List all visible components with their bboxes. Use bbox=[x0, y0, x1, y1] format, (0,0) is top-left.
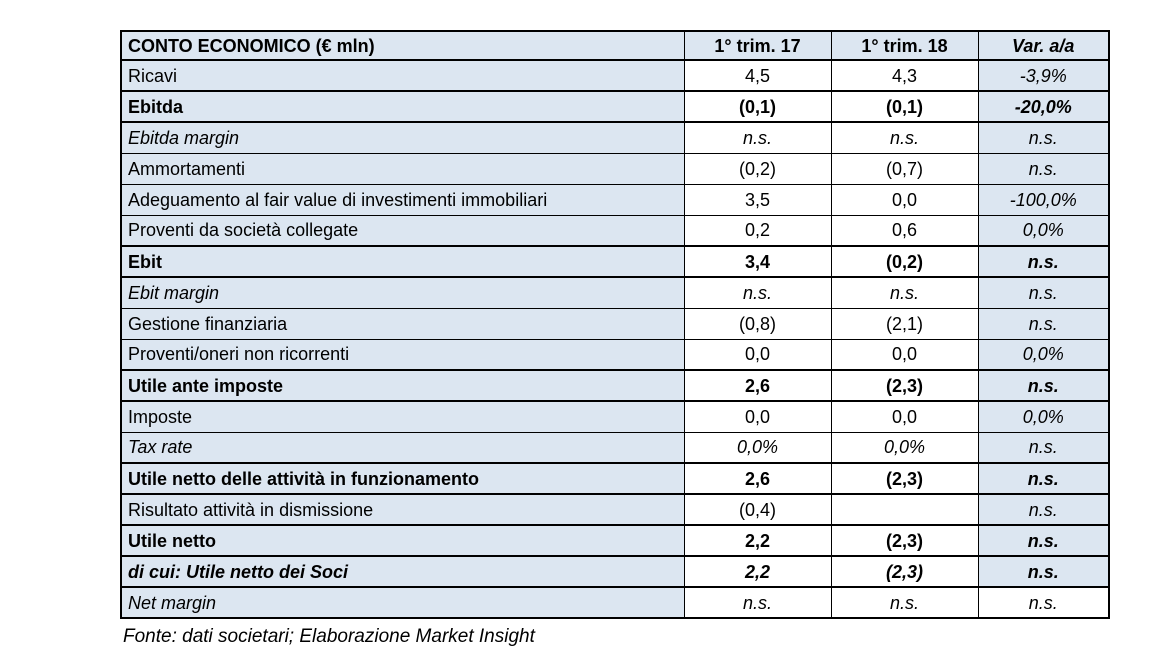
value-cell-q1-18: (0,2) bbox=[830, 245, 979, 278]
value-cell-var-yoy: 0,0% bbox=[977, 214, 1110, 247]
row-label-cell: Tax rate bbox=[120, 431, 685, 464]
value-cell-var-yoy: n.s. bbox=[977, 245, 1110, 278]
income-statement-figure: CONTO ECONOMICO (€ mln) 1° trim. 17 1° t… bbox=[120, 30, 1110, 648]
value-cell-q1-17: 4,5 bbox=[683, 59, 832, 92]
value-cell-var-yoy: n.s. bbox=[977, 369, 1110, 402]
value-cell-q1-18 bbox=[830, 493, 979, 526]
col-header-var-yoy: Var. a/a bbox=[977, 30, 1110, 61]
table-row: Gestione finanziaria (0,8) (2,1) n.s. bbox=[120, 307, 1110, 340]
income-statement-table: CONTO ECONOMICO (€ mln) 1° trim. 17 1° t… bbox=[120, 30, 1110, 619]
source-note: Fonte: dati societari; Elaborazione Mark… bbox=[123, 626, 535, 647]
row-label-cell: Utile netto delle attività in funzioname… bbox=[120, 462, 685, 495]
value-cell-var-yoy: 0,0% bbox=[977, 338, 1110, 371]
row-label-cell: Gestione finanziaria bbox=[120, 307, 685, 340]
value-cell-q1-17: (0,4) bbox=[683, 493, 832, 526]
table-row: Risultato attività in dismissione (0,4) n.… bbox=[120, 493, 1110, 526]
table-row: Ebitda (0,1) (0,1) -20,0% bbox=[120, 90, 1110, 123]
value-cell-q1-18: 0,6 bbox=[830, 214, 979, 247]
value-cell-var-yoy: n.s. bbox=[977, 276, 1110, 309]
table-row: Ebit 3,4 (0,2) n.s. bbox=[120, 245, 1110, 278]
table-row: Ammortamenti (0,2) (0,7) n.s. bbox=[120, 152, 1110, 185]
table-row: Ricavi 4,5 4,3 -3,9% bbox=[120, 59, 1110, 92]
value-cell-q1-18: (0,7) bbox=[830, 152, 979, 185]
row-label-cell: Ricavi bbox=[120, 59, 685, 92]
value-cell-q1-18: (2,3) bbox=[830, 462, 979, 495]
value-cell-var-yoy: n.s. bbox=[977, 121, 1110, 154]
value-cell-q1-18: 4,3 bbox=[830, 59, 979, 92]
table-row: Utile netto 2,2 (2,3) n.s. bbox=[120, 524, 1110, 557]
value-cell-q1-17: 0,0% bbox=[683, 431, 832, 464]
row-label-cell: Ebitda margin bbox=[120, 121, 685, 154]
value-cell-var-yoy: -100,0% bbox=[977, 183, 1110, 216]
table-row: Proventi/oneri non ricorrenti 0,0 0,0 0,0% bbox=[120, 338, 1110, 371]
table-row: di cui: Utile netto dei Soci 2,2 (2,3) n.s. bbox=[120, 555, 1110, 588]
value-cell-q1-18: 0,0 bbox=[830, 400, 979, 433]
value-cell-var-yoy: n.s. bbox=[977, 586, 1110, 619]
value-cell-q1-18: (2,1) bbox=[830, 307, 979, 340]
row-label-cell: Ebitda bbox=[120, 90, 685, 123]
value-cell-var-yoy: n.s. bbox=[977, 524, 1110, 557]
value-cell-q1-18: (2,3) bbox=[830, 524, 979, 557]
table-row: Net margin n.s. n.s. n.s. bbox=[120, 586, 1110, 619]
value-cell-q1-17: 3,5 bbox=[683, 183, 832, 216]
row-label-cell: Net margin bbox=[120, 586, 685, 619]
row-label-cell: di cui: Utile netto dei Soci bbox=[120, 555, 685, 588]
table-row: Imposte 0,0 0,0 0,0% bbox=[120, 400, 1110, 433]
table-row: Ebitda margin n.s. n.s. n.s. bbox=[120, 121, 1110, 154]
value-cell-q1-17: 2,6 bbox=[683, 462, 832, 495]
value-cell-var-yoy: n.s. bbox=[977, 152, 1110, 185]
row-label-cell: Adeguamento al fair value di investiment… bbox=[120, 183, 685, 216]
value-cell-q1-18: (2,3) bbox=[830, 369, 979, 402]
value-cell-q1-18: (2,3) bbox=[830, 555, 979, 588]
row-label-cell: Ebit bbox=[120, 245, 685, 278]
value-cell-q1-17: n.s. bbox=[683, 586, 832, 619]
table-row: Utile netto delle attività in funzioname… bbox=[120, 462, 1110, 495]
value-cell-var-yoy: n.s. bbox=[977, 555, 1110, 588]
col-header-q1-trim-18: 1° trim. 18 bbox=[830, 30, 979, 61]
table-body: Ricavi 4,5 4,3 -3,9% Ebitda (0,1) (0,1) -20,0% E… bbox=[120, 59, 1110, 619]
table-title: CONTO ECONOMICO (€ mln) bbox=[120, 30, 685, 61]
value-cell-q1-17: 0,0 bbox=[683, 400, 832, 433]
row-label-cell: Proventi/oneri non ricorrenti bbox=[120, 338, 685, 371]
value-cell-var-yoy: 0,0% bbox=[977, 400, 1110, 433]
value-cell-q1-17: (0,1) bbox=[683, 90, 832, 123]
table-header-row: CONTO ECONOMICO (€ mln) 1° trim. 17 1° t… bbox=[120, 30, 1110, 61]
table-row: Adeguamento al fair value di investiment… bbox=[120, 183, 1110, 216]
table-row: Ebit margin n.s. n.s. n.s. bbox=[120, 276, 1110, 309]
value-cell-q1-17: 2,2 bbox=[683, 555, 832, 588]
row-label-cell: Utile netto bbox=[120, 524, 685, 557]
value-cell-var-yoy: -3,9% bbox=[977, 59, 1110, 92]
value-cell-q1-17: 2,2 bbox=[683, 524, 832, 557]
table-row: Proventi da società collegate 0,2 0,6 0,0% bbox=[120, 214, 1110, 247]
value-cell-var-yoy: -20,0% bbox=[977, 90, 1110, 123]
row-label-cell: Ammortamenti bbox=[120, 152, 685, 185]
value-cell-q1-18: 0,0 bbox=[830, 183, 979, 216]
row-label-cell: Ebit margin bbox=[120, 276, 685, 309]
col-header-q1-trim-17: 1° trim. 17 bbox=[683, 30, 832, 61]
value-cell-q1-17: (0,8) bbox=[683, 307, 832, 340]
value-cell-var-yoy: n.s. bbox=[977, 431, 1110, 464]
value-cell-q1-17: n.s. bbox=[683, 276, 832, 309]
value-cell-q1-17: 2,6 bbox=[683, 369, 832, 402]
value-cell-q1-18: 0,0 bbox=[830, 338, 979, 371]
value-cell-q1-17: 0,0 bbox=[683, 338, 832, 371]
row-label-cell: Utile ante imposte bbox=[120, 369, 685, 402]
value-cell-q1-18: n.s. bbox=[830, 121, 979, 154]
value-cell-q1-18: (0,1) bbox=[830, 90, 979, 123]
table-row: Utile ante imposte 2,6 (2,3) n.s. bbox=[120, 369, 1110, 402]
value-cell-q1-17: (0,2) bbox=[683, 152, 832, 185]
value-cell-q1-17: 3,4 bbox=[683, 245, 832, 278]
row-label-cell: Imposte bbox=[120, 400, 685, 433]
value-cell-q1-17: 0,2 bbox=[683, 214, 832, 247]
value-cell-var-yoy: n.s. bbox=[977, 462, 1110, 495]
row-label-cell: Proventi da società collegate bbox=[120, 214, 685, 247]
table-row: Tax rate 0,0% 0,0% n.s. bbox=[120, 431, 1110, 464]
value-cell-q1-18: 0,0% bbox=[830, 431, 979, 464]
value-cell-q1-18: n.s. bbox=[830, 276, 979, 309]
value-cell-q1-17: n.s. bbox=[683, 121, 832, 154]
value-cell-q1-18: n.s. bbox=[830, 586, 979, 619]
row-label-cell: Risultato attività in dismissione bbox=[120, 493, 685, 526]
value-cell-var-yoy: n.s. bbox=[977, 493, 1110, 526]
value-cell-var-yoy: n.s. bbox=[977, 307, 1110, 340]
